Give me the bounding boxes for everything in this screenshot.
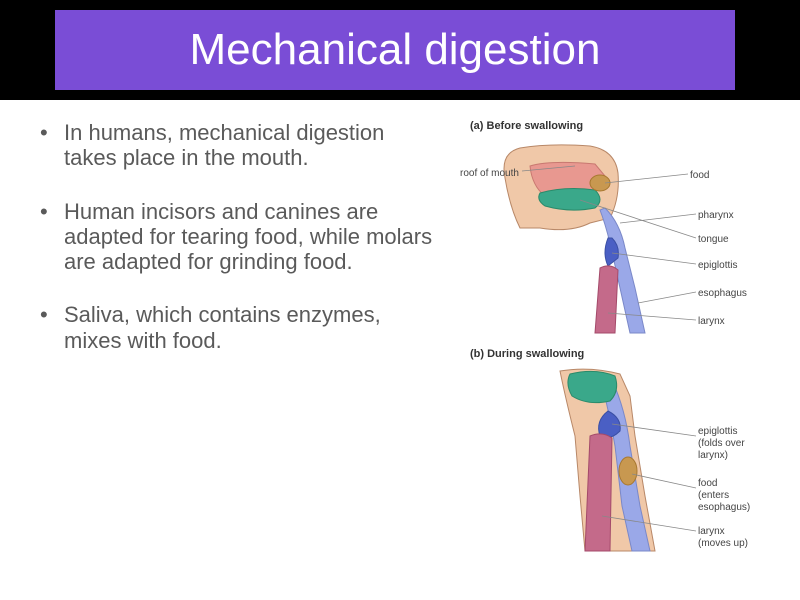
bullet-text: In humans, mechanical digestion takes pl…: [64, 120, 440, 171]
label-epiglottis-b2: (folds over: [698, 438, 745, 449]
title-bar: Mechanical digestion: [55, 10, 735, 90]
tongue-shape: [539, 189, 600, 211]
bullet-item: • Saliva, which contains enzymes, mixes …: [40, 302, 440, 353]
diagram-column: (a) Before swallowing: [460, 120, 780, 566]
label-pharynx: pharynx: [698, 210, 734, 221]
food-bolus-shape: [619, 457, 637, 485]
label-food: food: [690, 170, 709, 181]
label-larynx-b2: (moves up): [698, 538, 748, 549]
label-epiglottis-b: epiglottis: [698, 426, 737, 437]
leader-line: [638, 292, 696, 303]
label-epiglottis: epiglottis: [698, 260, 737, 271]
label-larynx: larynx: [698, 316, 725, 327]
leader-line: [620, 214, 696, 223]
label-larynx-b: larynx: [698, 526, 725, 537]
larynx-up-shape: [585, 434, 612, 551]
bullet-marker: •: [40, 199, 64, 275]
label-tongue: tongue: [698, 234, 729, 245]
slide-header: Mechanical digestion: [0, 0, 800, 100]
bullet-marker: •: [40, 302, 64, 353]
diagram-b: epiglottis (folds over larynx) food (ent…: [460, 366, 760, 556]
slide-content: • In humans, mechanical digestion takes …: [0, 100, 800, 566]
label-food-b2: (enters: [698, 490, 729, 501]
diagram-b-caption: (b) During swallowing: [470, 348, 780, 360]
bullet-item: • In humans, mechanical digestion takes …: [40, 120, 440, 171]
label-roof-of-mouth: roof of mouth: [460, 168, 519, 179]
larynx-shape: [595, 266, 618, 333]
bullet-text: Human incisors and canines are adapted f…: [64, 199, 440, 275]
diagram-a: roof of mouth food pharynx tongue epiglo…: [460, 138, 760, 338]
slide-title: Mechanical digestion: [190, 25, 601, 75]
label-epiglottis-b3: larynx): [698, 450, 728, 461]
diagram-a-caption: (a) Before swallowing: [470, 120, 780, 132]
bullet-column: • In humans, mechanical digestion takes …: [40, 120, 460, 566]
leader-line: [608, 313, 696, 320]
bullet-item: • Human incisors and canines are adapted…: [40, 199, 440, 275]
tongue-shape-b: [568, 371, 617, 402]
bullet-text: Saliva, which contains enzymes, mixes wi…: [64, 302, 440, 353]
label-food-b: food: [698, 478, 717, 489]
bullet-marker: •: [40, 120, 64, 171]
label-food-b3: esophagus): [698, 502, 750, 513]
label-esophagus: esophagus: [698, 288, 747, 299]
